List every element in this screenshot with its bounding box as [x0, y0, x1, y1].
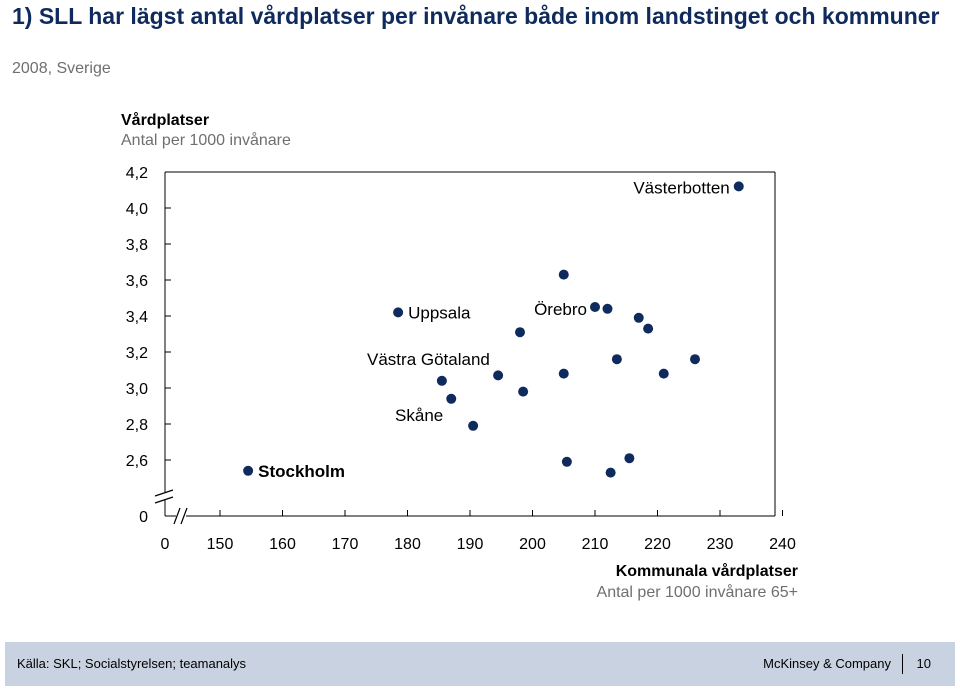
data-point: [733, 181, 744, 192]
y-tick-label: 3,8: [126, 237, 148, 254]
x-axis-break-mark: [173, 507, 181, 525]
y-axis-break-mark: [154, 489, 174, 497]
point-label: Västra Götaland: [367, 350, 490, 369]
data-point: [690, 354, 700, 365]
data-point: [558, 269, 569, 280]
x-tick-label: 170: [332, 536, 359, 553]
y-tick-label: 2,8: [126, 417, 148, 434]
x-tick-label: 180: [394, 536, 421, 553]
data-point: [605, 467, 616, 478]
chart-subtitle: 2008, Sverige: [12, 60, 111, 77]
point-label: Uppsala: [408, 303, 471, 322]
y-tick-label: 3,6: [126, 273, 148, 290]
data-point: [633, 312, 644, 323]
y-tick-label: 3,0: [126, 381, 148, 398]
point-label: Örebro: [534, 300, 587, 319]
x-tick-label: 0: [161, 536, 170, 553]
y-tick-label: 3,4: [126, 309, 148, 326]
data-point: [446, 393, 457, 404]
footer-bar: Källa: SKL; Socialstyrelsen; teamanalys …: [5, 642, 955, 686]
x-tick-label: 190: [457, 536, 484, 553]
data-point: [624, 453, 635, 464]
data-point: [243, 465, 254, 476]
data-point: [658, 368, 669, 379]
page-number: 10: [916, 656, 931, 671]
data-point: [518, 386, 529, 397]
x-axis-title: Kommunala vårdplatser: [615, 563, 798, 580]
x-axis-unit: Antal per 1000 invånare 65+: [596, 584, 798, 601]
y-axis-break-mark: [154, 496, 174, 504]
point-label: Stockholm: [258, 462, 345, 481]
data-point: [493, 370, 504, 381]
data-point: [643, 323, 654, 334]
data-point: [561, 456, 572, 467]
x-tick-label: 230: [707, 536, 734, 553]
point-label: Skåne: [395, 406, 443, 425]
data-point: [558, 368, 569, 379]
scatter-chart: 0 2,6 2,8 3,0 3,2 3,4 3,6 3,8 4,0 4,2 0 150 160 170 18…: [126, 165, 796, 553]
x-tick-label: 210: [582, 536, 609, 553]
x-tick-label: 160: [269, 536, 296, 553]
data-point: [611, 354, 622, 365]
data-point: [436, 375, 447, 386]
data-point: [602, 303, 613, 314]
y-axis-unit: Antal per 1000 invånare: [121, 132, 291, 149]
y-tick-label: 0: [139, 509, 148, 526]
data-point: [590, 302, 600, 312]
data-point: [468, 420, 479, 431]
x-tick-label: 200: [519, 536, 546, 553]
chart-title: 1) SLL har lägst antal vårdplatser per i…: [12, 3, 940, 29]
x-tick-label: 150: [207, 536, 234, 553]
y-tick-label: 2,6: [126, 453, 148, 470]
x-axis-break-mark: [180, 507, 188, 525]
data-point: [515, 327, 525, 338]
y-tick-label: 4,0: [126, 201, 148, 218]
footer-divider: [902, 654, 903, 674]
x-tick-label: 220: [644, 536, 671, 553]
x-tick-label: 240: [769, 536, 796, 553]
data-point: [393, 307, 404, 318]
source-note: Källa: SKL; Socialstyrelsen; teamanalys: [17, 656, 247, 671]
y-axis-title: Vårdplatser: [121, 112, 210, 129]
y-tick-label: 4,2: [126, 165, 148, 182]
point-label: Västerbotten: [633, 178, 729, 197]
y-tick-label: 3,2: [126, 345, 148, 362]
brand-name: McKinsey & Company: [763, 656, 891, 671]
